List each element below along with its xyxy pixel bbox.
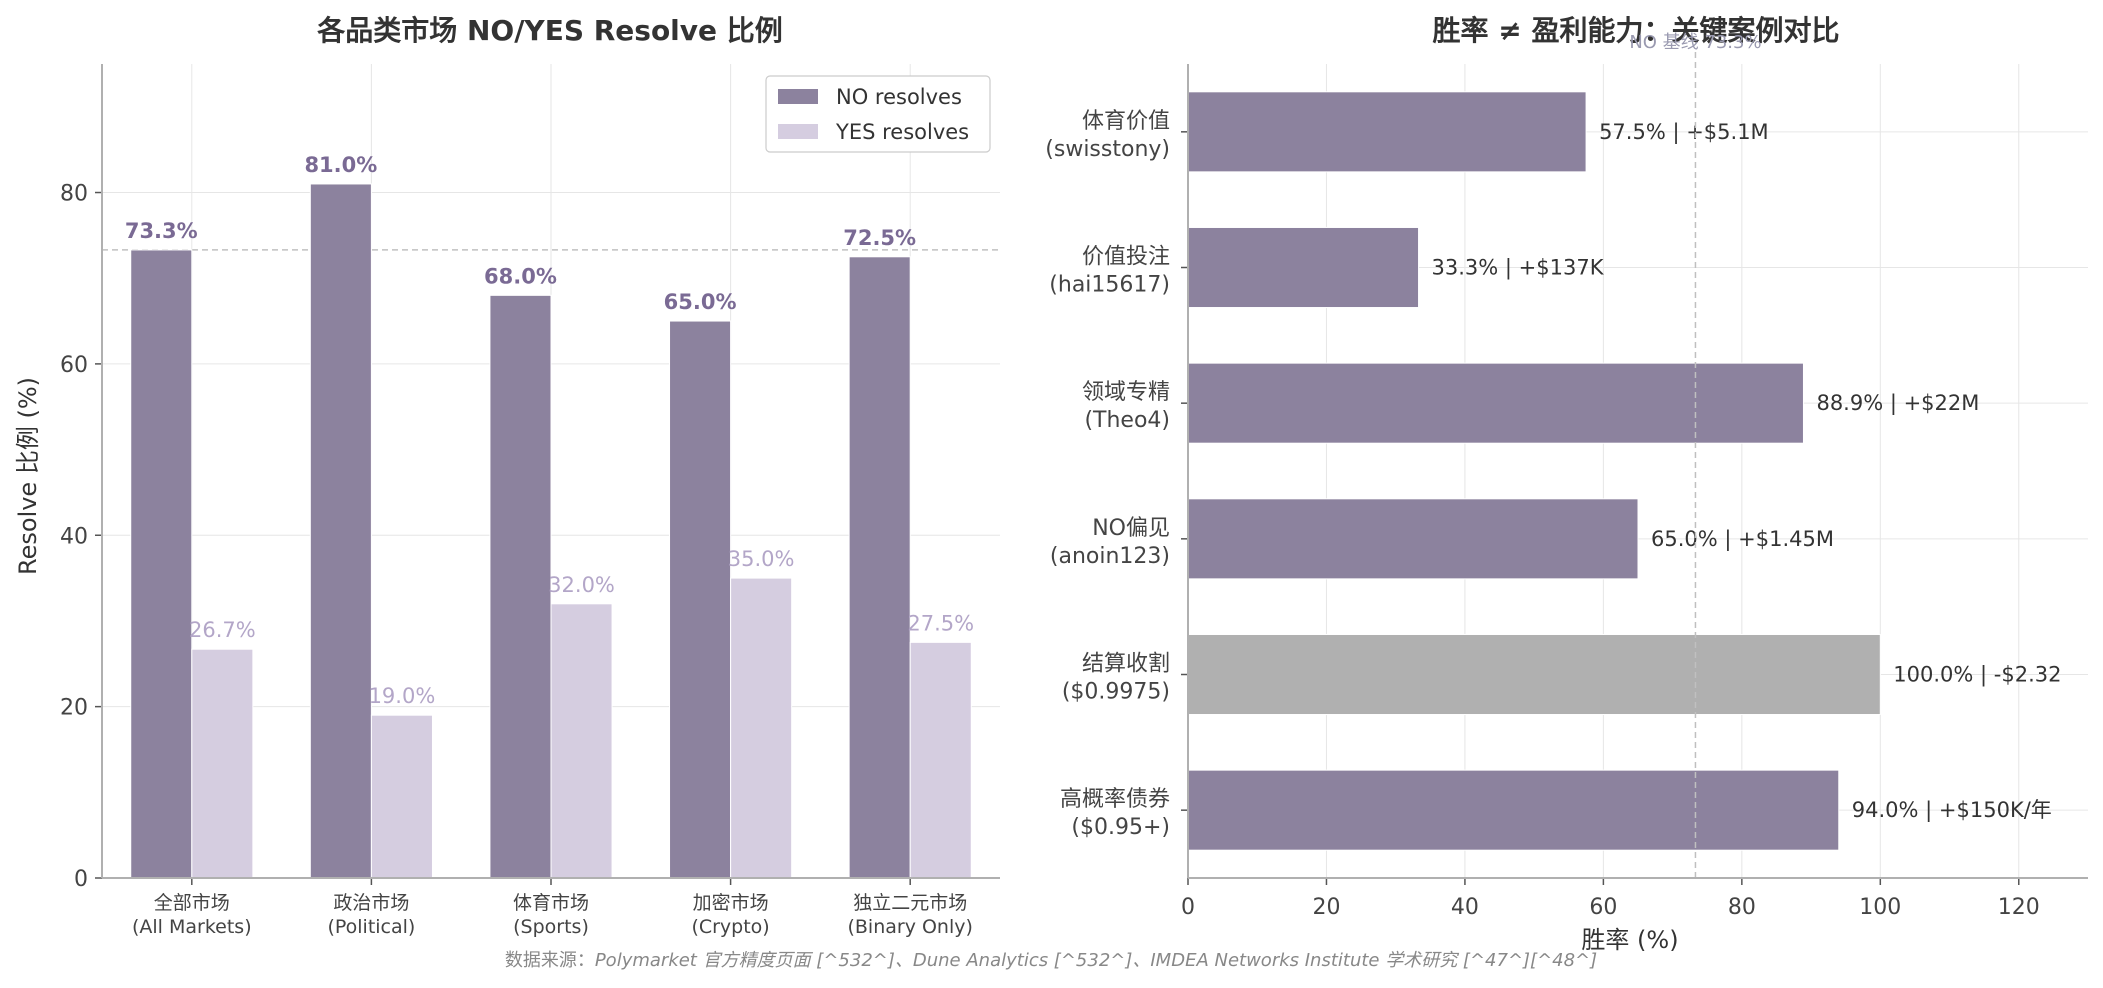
- left-y-tick-label: 20: [60, 696, 88, 721]
- left-y-tick-label: 80: [60, 182, 88, 207]
- hbar-value-label: 94.0% | +$150K/年: [1852, 798, 2052, 823]
- left-x-tick-sublabel: (Binary Only): [847, 916, 972, 938]
- right-axes: 体育价值 (swisstony) 价值投注 (hai15617) 领域专精 (Theo4)…: [1045, 64, 2088, 920]
- right-x-axis-label: 胜率 (%): [1581, 926, 1678, 954]
- left-bar-chart: 各品类市场 NO/YES Resolve 比例 73.3% 26.7% 81.0% 1…: [14, 14, 1000, 938]
- legend-swatch-no: [778, 89, 818, 104]
- hbar: [1188, 362, 1804, 444]
- bar-yes: [370, 714, 433, 879]
- bar-no: [309, 183, 372, 879]
- hbar-value-label: 100.0% | -$2.32: [1893, 663, 2061, 688]
- footnote-text: Polymarket 官方精度页面 [^532^]、Dune Analytics…: [595, 950, 1597, 971]
- hbar: [1188, 498, 1639, 580]
- right-y-tick-label: 结算收割: [1082, 652, 1170, 677]
- left-x-tick-label: 加密市场: [693, 892, 769, 914]
- legend-box: [765, 75, 991, 153]
- right-gridlines: [1187, 64, 2088, 878]
- hbar: [1188, 91, 1587, 173]
- right-y-tick-label: 价值投注: [1082, 245, 1170, 270]
- footnote-prefix: 数据来源：: [505, 950, 595, 971]
- bar-yes-value-label: 26.7%: [189, 618, 256, 642]
- right-y-tick-sublabel: (swisstony): [1045, 137, 1170, 162]
- left-x-tick-sublabel: (Political): [327, 916, 415, 938]
- right-y-tick-sublabel: ($0.9975): [1062, 680, 1170, 705]
- hbar: [1188, 769, 1840, 851]
- left-y-tick-label: 60: [60, 353, 88, 378]
- right-y-tick-label: NO偏见: [1092, 516, 1170, 541]
- right-y-tick-sublabel: ($0.95+): [1071, 815, 1170, 840]
- bar-no-value-label: 68.0%: [484, 264, 557, 288]
- bar-yes-value-label: 27.5%: [907, 611, 974, 635]
- hbar-value-label: 57.5% | +$5.1M: [1599, 120, 1769, 145]
- bar-yes: [909, 641, 972, 879]
- bar-yes-value-label: 35.0%: [728, 547, 795, 571]
- left-x-tick-sublabel: (Sports): [513, 916, 589, 938]
- left-legend: NO resolves YES resolves: [765, 75, 991, 153]
- right-x-tick-label: 80: [1728, 895, 1756, 920]
- left-chart-title: 各品类市场 NO/YES Resolve 比例: [316, 14, 783, 47]
- right-x-tick-label: 120: [1998, 895, 2040, 920]
- left-x-tick-label: 全部市场: [154, 892, 230, 914]
- hbar: [1188, 633, 1881, 716]
- bar-no: [669, 320, 732, 879]
- legend-label-no: NO resolves: [836, 85, 962, 109]
- left-y-tick-label: 40: [60, 524, 88, 549]
- left-x-tick-sublabel: (All Markets): [132, 916, 252, 938]
- left-y-tick-label: 0: [74, 867, 88, 892]
- right-reference-label: NO 基线 73.3%: [1629, 32, 1761, 53]
- bar-no-value-label: 65.0%: [664, 290, 737, 314]
- right-x-tick-label: 0: [1181, 895, 1195, 920]
- left-x-tick-label: 政治市场: [333, 892, 409, 914]
- left-y-axis-label: Resolve 比例 (%): [14, 377, 42, 575]
- bar-no: [489, 294, 552, 879]
- bar-yes: [550, 603, 613, 879]
- right-y-tick-sublabel: (Theo4): [1084, 408, 1170, 433]
- legend-label-yes: YES resolves: [835, 120, 969, 144]
- right-hbar-chart: 胜率 ≠ 盈利能力：关键案例对比 57.5% | +$5.1M 33.3% | +…: [1045, 14, 2088, 954]
- bar-no-value-label: 81.0%: [304, 153, 377, 177]
- right-x-tick-label: 40: [1451, 895, 1479, 920]
- right-x-tick-label: 60: [1589, 895, 1617, 920]
- right-y-tick-label: 领域专精: [1082, 380, 1170, 405]
- left-x-tick-sublabel: (Crypto): [691, 916, 769, 938]
- hbar: [1188, 226, 1420, 309]
- right-y-tick-sublabel: (anoin123): [1050, 544, 1170, 569]
- right-y-tick-label: 体育价值: [1082, 109, 1170, 134]
- bar-no-value-label: 72.5%: [843, 226, 916, 250]
- hbar-value-label: 88.9% | +$22M: [1816, 391, 1979, 416]
- bar-yes: [730, 577, 793, 879]
- bar-no: [848, 256, 911, 879]
- hbar-value-label: 65.0% | +$1.45M: [1651, 527, 1834, 552]
- left-bars: 73.3% 26.7% 81.0% 19.0% 68.0% 32.0% 65.0% 35.0%…: [125, 153, 974, 879]
- bar-yes-value-label: 32.0%: [548, 573, 615, 597]
- left-axes: 0 20 40 60 80 全部市场(All Markets) 政治市场(Political…: [60, 64, 1000, 938]
- left-x-tick-label: 独立二元市场: [853, 892, 967, 914]
- right-x-tick-label: 100: [1859, 895, 1901, 920]
- bar-yes: [191, 648, 254, 879]
- legend-swatch-yes: [778, 124, 818, 139]
- right-bars: 57.5% | +$5.1M 33.3% | +$137K 88.9% | +$22…: [1188, 91, 2062, 851]
- bar-no: [130, 249, 193, 879]
- left-x-tick-label: 体育市场: [513, 892, 589, 914]
- right-y-tick-label: 高概率债券: [1060, 787, 1170, 812]
- right-x-tick-label: 20: [1312, 895, 1340, 920]
- bar-yes-value-label: 19.0%: [369, 684, 436, 708]
- right-chart-title: 胜率 ≠ 盈利能力：关键案例对比: [1433, 14, 1840, 47]
- right-y-tick-sublabel: (hai15617): [1049, 273, 1170, 298]
- footnote: 数据来源：Polymarket 官方精度页面 [^532^]、Dune Anal…: [505, 950, 1597, 971]
- bar-no-value-label: 73.3%: [125, 219, 198, 243]
- hbar-value-label: 33.3% | +$137K: [1432, 256, 1605, 281]
